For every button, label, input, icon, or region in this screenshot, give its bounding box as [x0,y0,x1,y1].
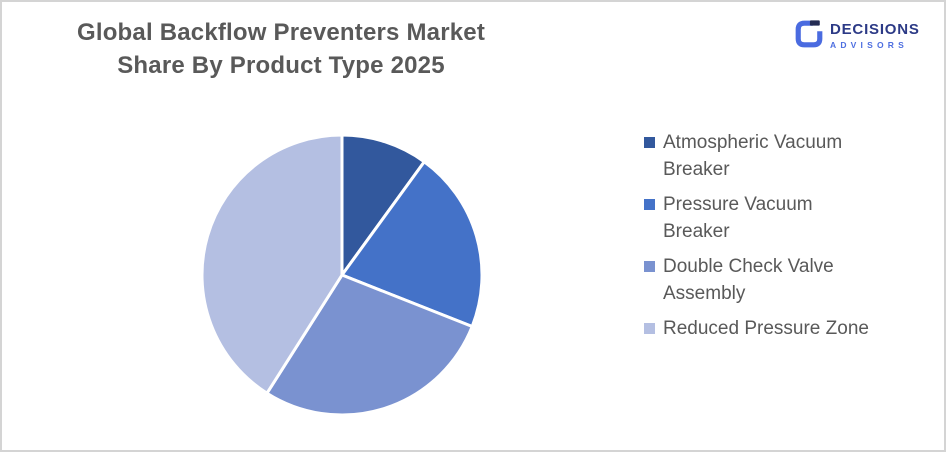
legend-label: Double Check Valve Assembly [663,256,834,304]
legend-marker-square-icon [644,323,655,334]
brand-logo: DECISIONS ADVISORS [794,19,920,50]
decisions-g-logo-icon [795,20,823,48]
legend-marker-square-icon [644,137,655,148]
legend-marker-square-icon [644,199,655,210]
pie-slice-2 [340,160,484,329]
title-line-2: Share By Product Type 2025 [117,52,445,79]
legend-marker-square-icon [644,261,655,272]
brand-text: DECISIONS ADVISORS [830,19,920,50]
pie-svg [200,133,484,417]
legend-item: Double Check Valve Assembly [644,253,904,307]
legend-item: Atmospheric Vacuum Breaker [644,129,904,183]
brand-subtitle: ADVISORS [830,40,908,50]
title-line-1: Global Backflow Preventers Market [76,19,486,46]
pie-slice-4 [200,133,344,395]
legend-item: Reduced Pressure Zone [644,315,904,342]
legend-label: Reduced Pressure Zone [663,318,869,339]
brand-name: DECISIONS [830,21,920,38]
pie-slice-1 [340,133,426,277]
page-title: Global Backflow Preventers Market Share … [30,16,532,82]
legend-label: Atmospheric Vacuum Breaker [663,132,843,180]
legend-label: Pressure Vacuum Breaker [663,194,813,242]
legend-item: Pressure Vacuum Breaker [644,191,904,245]
legend: Atmospheric Vacuum Breaker Pressure Vacu… [644,129,904,342]
pie-slice-3 [265,273,474,417]
pie-chart [196,129,488,421]
